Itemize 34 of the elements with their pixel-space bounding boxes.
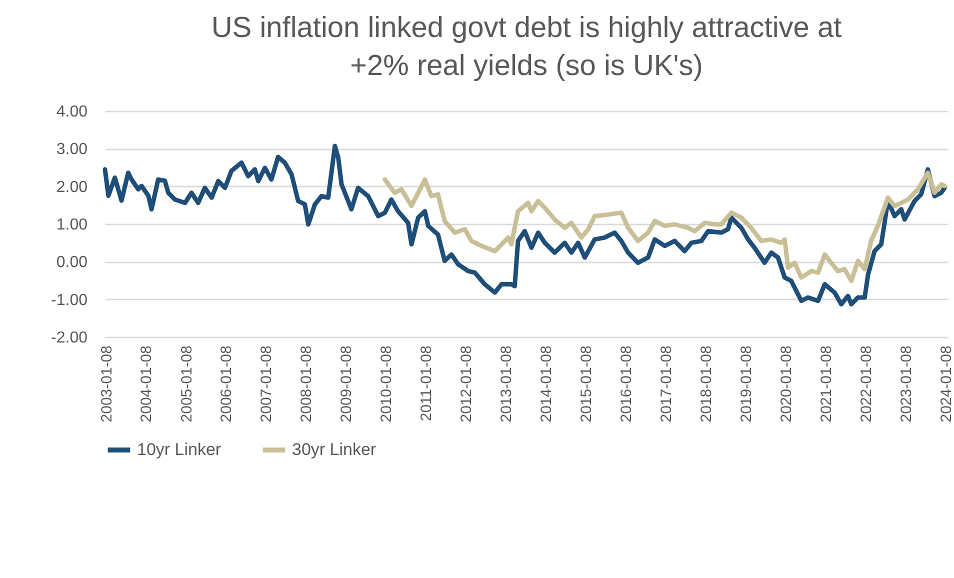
y-tick-label: 2.00 [56, 178, 88, 196]
line-series [102, 144, 947, 306]
legend-label: 30yr Linker [292, 440, 376, 459]
x-tick-label: 2013-01-08 [498, 346, 516, 422]
chart-title: US inflation linked govt debt is highly attractive at +2% real yields (so is UK's) [211, 12, 842, 82]
y-tick-label: 1.00 [56, 216, 88, 234]
x-tick-label: 2018-01-08 [698, 346, 716, 422]
x-tick-label: 2008-01-08 [298, 346, 316, 422]
line-series [382, 170, 947, 284]
y-tick-label: -2.00 [51, 330, 88, 346]
x-tick-label: 2024-01-08 [938, 346, 954, 422]
x-tick-label: 2009-01-08 [338, 346, 356, 422]
legend-label: 10yr Linker [137, 440, 222, 459]
x-tick-label: 2004-01-08 [138, 346, 156, 422]
x-tick-label: 2015-01-08 [578, 346, 596, 422]
x-tick-label: 2007-01-08 [258, 346, 276, 422]
x-tick-label: 2019-01-08 [738, 346, 755, 422]
x-tick-label: 2011-01-08 [418, 346, 436, 422]
x-tick-label: 2005-01-08 [178, 346, 196, 422]
x-tick-label: 2022-01-08 [858, 346, 875, 422]
y-tick-label: 4.00 [56, 104, 88, 120]
y-tick-label: 3.00 [56, 141, 88, 158]
y-tick-label: -1.00 [51, 292, 88, 309]
x-tick-label: 2017-01-08 [658, 346, 676, 422]
x-tick-label: 2012-01-08 [458, 346, 476, 422]
x-tick-label: 2023-01-08 [898, 346, 915, 422]
x-tick-label: 2006-01-08 [218, 346, 236, 422]
x-tick-label: 2014-01-08 [538, 346, 556, 422]
x-tick-label: 2010-01-08 [378, 346, 396, 422]
x-tick-label: 2003-01-08 [98, 346, 116, 422]
x-tick-label: 2020-01-08 [778, 346, 795, 422]
x-tick-label: 2021-01-08 [818, 346, 836, 422]
x-tick-label: 2016-01-08 [618, 346, 636, 422]
y-tick-label: 0.00 [56, 254, 88, 272]
